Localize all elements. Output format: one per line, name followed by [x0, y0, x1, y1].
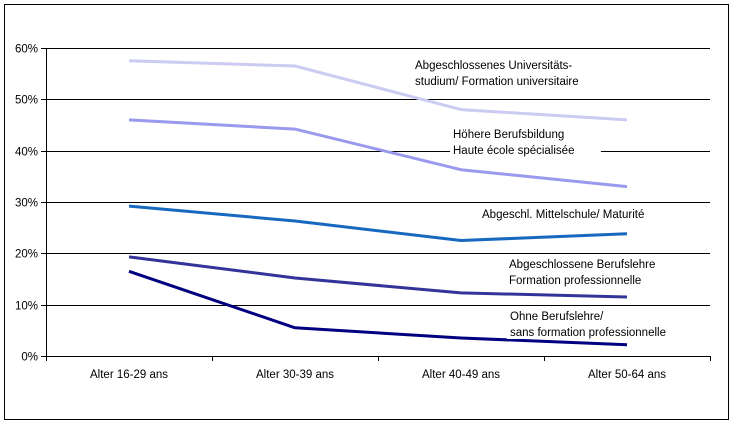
series-line-4 [128, 255, 628, 299]
x-tick-label: Alter 30-39 ans [256, 369, 334, 381]
series-label-bg [450, 142, 601, 157]
series-label-2: Haute école spécialisée [453, 145, 574, 157]
y-tick-label: 0% [21, 352, 38, 364]
axes: 0% 10% 20% 30% 40% 50% 60% Alter 16-29 ans Alter… [15, 44, 711, 381]
series-lines [128, 59, 628, 347]
series-label-bg [507, 308, 621, 323]
series-line-5 [128, 269, 628, 347]
series-label-bg [412, 57, 601, 72]
series-label-5: Ohne Berufslehre/ [510, 311, 604, 323]
series-label-4: Abgeschlossene Berufslehre [509, 259, 655, 271]
series-label-bg [506, 272, 670, 287]
y-tick-label: 50% [15, 95, 38, 107]
series-label-3: Abgeschl. Mittelschule/ Maturité [482, 209, 644, 221]
y-tick-label: 30% [15, 198, 38, 210]
x-tick-label: Alter 50-64 ans [588, 369, 666, 381]
series-label-bg [507, 324, 702, 339]
series-label-bg [506, 256, 676, 271]
gridlines [46, 48, 710, 306]
series-annotations: Abgeschlossenes Universitäts-studium/ Fo… [412, 57, 702, 339]
series-label-5: sans formation professionnelle [510, 327, 666, 339]
series-line-3 [128, 204, 628, 242]
series-label-bg [450, 126, 582, 141]
series-line-2 [128, 118, 628, 189]
series-label-bg [412, 73, 620, 88]
series-label-4: Formation professionnelle [509, 275, 641, 287]
series-label-1: studium/ Formation universitaire [415, 76, 579, 88]
series-label-2: Höhere Berufsbildung [453, 129, 564, 141]
y-tick-label: 10% [15, 301, 38, 313]
x-tick-label: Alter 16-29 ans [90, 369, 168, 381]
y-tick-label: 40% [15, 147, 38, 159]
series-label-bg [479, 206, 687, 221]
series-label-1: Abgeschlossenes Universitäts- [415, 60, 572, 72]
y-tick-label: 60% [15, 44, 38, 56]
series-line-1 [128, 59, 628, 122]
y-tick-label: 20% [15, 249, 38, 261]
x-tick-label: Alter 40-49 ans [422, 369, 500, 381]
